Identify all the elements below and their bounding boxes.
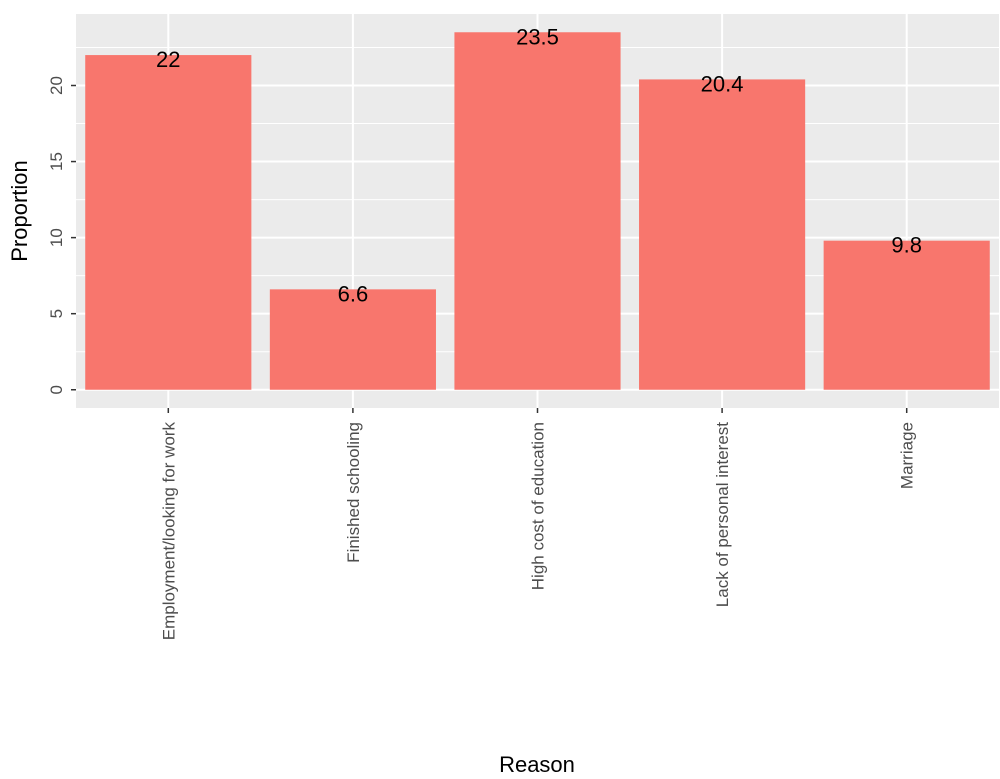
bar-value-label: 6.6 (338, 281, 369, 306)
bar (454, 32, 621, 390)
bar-value-label: 22 (156, 47, 180, 72)
bar-value-label: 23.5 (516, 24, 559, 49)
x-tick-label: Finished schooling (344, 422, 363, 563)
y-axis: 0 5 10 15 20 (47, 76, 76, 394)
y-axis-title: Proportion (7, 160, 32, 262)
bars (85, 32, 990, 390)
x-tick-label: Employment/looking for work (159, 422, 178, 641)
y-tick-label: 20 (47, 76, 66, 95)
x-tick-label: Lack of personal interest (713, 422, 732, 607)
y-tick-label: 0 (47, 385, 66, 394)
bar-value-label: 20.4 (701, 71, 744, 96)
x-axis-title: Reason (499, 752, 575, 777)
bar-labels: 22 6.6 23.5 20.4 9.8 (156, 24, 922, 306)
bar-value-label: 9.8 (891, 233, 922, 258)
bar (85, 55, 252, 390)
y-tick-label: 5 (47, 309, 66, 318)
y-tick-label: 15 (47, 152, 66, 171)
bar (823, 240, 990, 390)
bar (269, 289, 436, 390)
x-axis: Employment/looking for work Finished scho… (159, 408, 917, 641)
x-tick-label: Marriage (898, 422, 917, 489)
x-tick-label: High cost of education (529, 422, 548, 590)
y-tick-label: 10 (47, 228, 66, 247)
bar (639, 79, 806, 390)
